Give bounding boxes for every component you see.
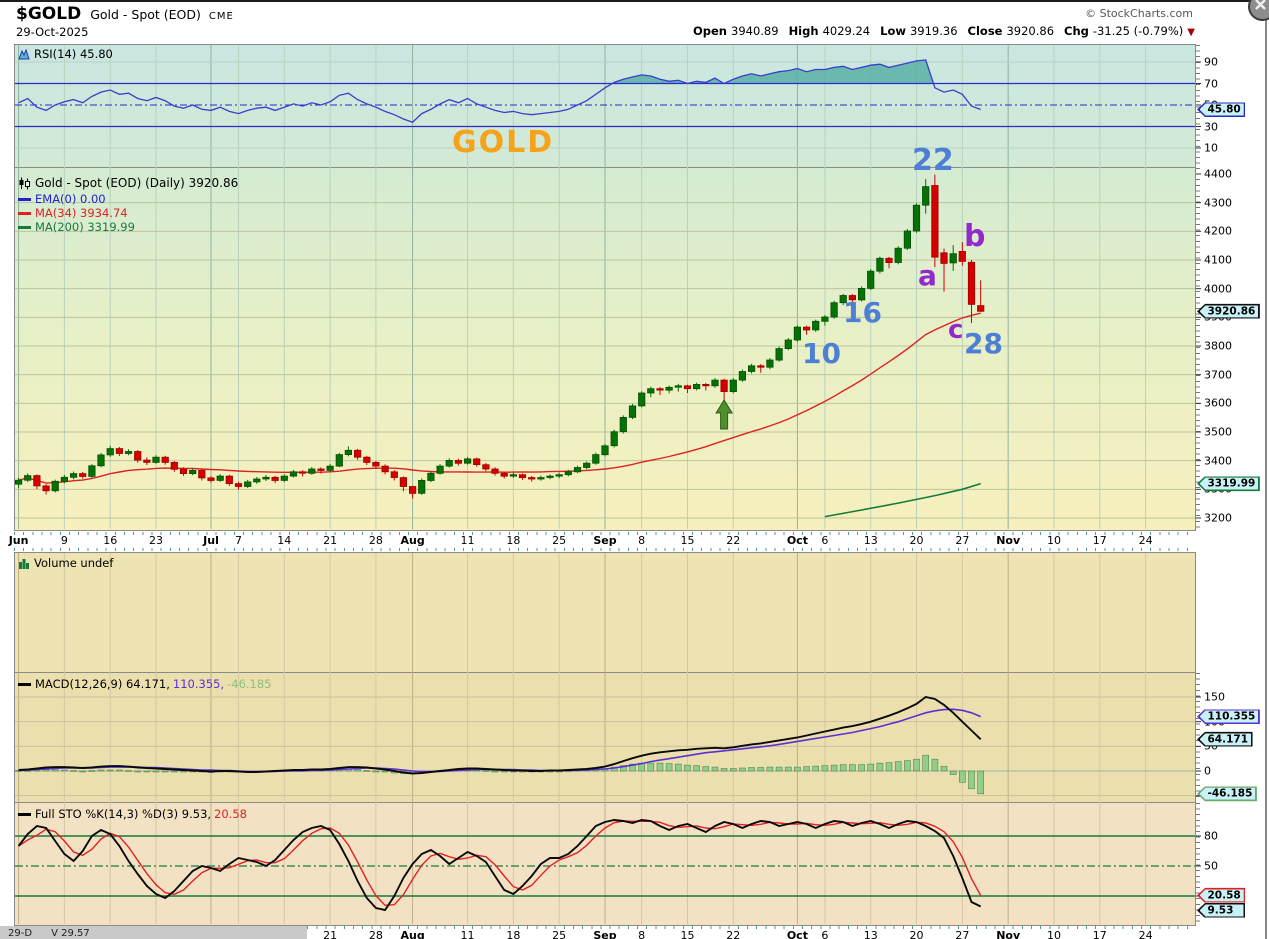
ma-legend-item: MA(34) 3934.74: [18, 206, 128, 220]
chart-date: 29-Oct-2025: [16, 25, 89, 39]
rsi-legend: RSI(14) 45.80: [18, 47, 113, 61]
chart-right-edge: [1265, 0, 1267, 939]
ma-legend-item: MA(200) 3319.99: [18, 220, 135, 234]
quote-field-value: 3920.86: [1006, 24, 1055, 38]
quote-field-value: 3940.89: [731, 24, 779, 38]
price-minor-ticks: [1196, 168, 1200, 529]
rsi-label-text: RSI(14) 45.80: [34, 47, 113, 61]
window-top-edge: [0, 0, 1269, 2]
instrument-name: Gold - Spot (EOD): [90, 7, 201, 22]
macd-legend: MACD(12,26,9) 64.171, 110.355, -46.185: [18, 677, 275, 691]
change-down-triangle-icon: ▼: [1187, 27, 1195, 38]
legend-label: MACD(12,26,9) 64.171,: [35, 677, 170, 691]
x-axis-strip: [14, 531, 1196, 552]
close-icon[interactable]: [1248, 0, 1269, 21]
chart-header: $GOLD Gold - Spot (EOD) CME: [16, 4, 234, 24]
legend-label: MA(200) 3319.99: [35, 220, 135, 234]
price-title: Gold - Spot (EOD) (Daily) 3920.86: [18, 176, 238, 190]
legend-dash-icon: [18, 682, 31, 686]
bottom-x-axis-strip: [14, 926, 1196, 939]
quote-field-label: High: [788, 24, 819, 38]
ticker-symbol: $GOLD: [16, 4, 82, 24]
tick-comb: [14, 926, 1196, 929]
legend-label: 20.58: [214, 807, 247, 821]
quote-field-label: Open: [693, 24, 727, 38]
legend-dash-icon: [18, 225, 31, 229]
legend-dash-icon: [18, 197, 31, 201]
sto-legend: Full STO %K(14,3) %D(3) 9.53, 20.58: [18, 807, 250, 821]
quote-field-label: Low: [880, 24, 906, 38]
legend-label: -46.185: [227, 677, 272, 691]
legend-dash-icon: [18, 211, 31, 215]
exchange-label: CME: [208, 11, 234, 22]
quote-field-value: -31.25 (-0.79%): [1092, 24, 1184, 38]
legend-label: Full STO %K(14,3) %D(3) 9.53,: [35, 807, 212, 821]
price-title-text: Gold - Spot (EOD) (Daily) 3920.86: [35, 176, 239, 190]
tick-comb: [14, 548, 1196, 551]
area-chart-icon: [18, 48, 30, 60]
quote-field-label: Close: [967, 24, 1003, 38]
volume-label-text: Volume undef: [34, 556, 114, 570]
copyright: © StockCharts.com: [1085, 7, 1193, 20]
legend-label: 110.355,: [172, 677, 225, 691]
volume-bars-icon: [18, 557, 30, 569]
ma-legend-item: EMA(0) 0.00: [18, 192, 106, 206]
tick-comb: [14, 532, 1196, 535]
legend-dash-icon: [18, 812, 31, 816]
ohlc-quote-bar: Open 3940.89 High 4029.24 Low 3919.36 Close 392…: [683, 24, 1195, 38]
legend-label: MA(34) 3934.74: [35, 206, 128, 220]
legend-label: EMA(0) 0.00: [35, 192, 106, 206]
quote-field-label: Chg: [1064, 24, 1089, 38]
sto-minor-ticks: [1196, 803, 1200, 924]
footer-overlay: 29-D V 29.57: [0, 926, 307, 939]
volume-legend: Volume undef: [18, 556, 113, 570]
candlestick-icon: [18, 177, 31, 190]
quote-field-value: 3919.36: [909, 24, 958, 38]
quote-field-value: 4029.24: [822, 24, 871, 38]
